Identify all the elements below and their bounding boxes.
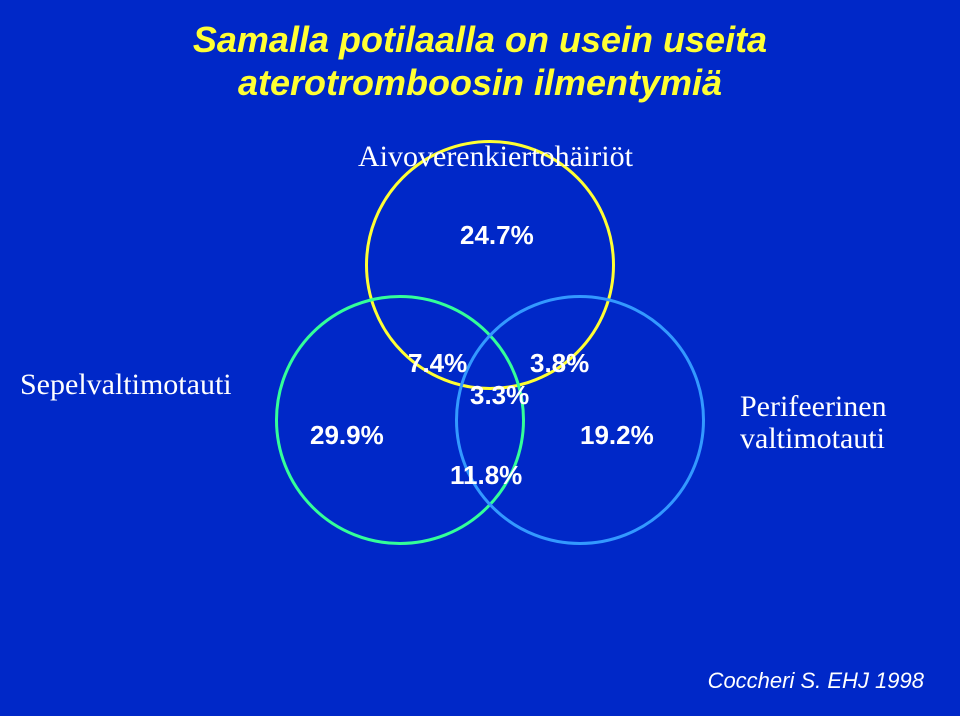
label-right-line1: Perifeerinen xyxy=(740,390,887,424)
pct-top-right: 3.8% xyxy=(530,348,589,379)
pct-center: 3.3% xyxy=(470,380,529,411)
title-line2: aterotromboosin ilmentymiä xyxy=(238,62,722,103)
label-left: Sepelvaltimotauti xyxy=(20,368,232,402)
pct-left-right: 11.8% xyxy=(450,460,522,491)
citation: Coccheri S. EHJ 1998 xyxy=(708,668,924,694)
label-top: Aivoverenkiertohäiriöt xyxy=(358,140,633,174)
pct-top-left: 7.4% xyxy=(408,348,467,379)
venn-diagram: Aivoverenkiertohäiriöt Sepelvaltimotauti… xyxy=(0,120,960,660)
label-right-line2: valtimotauti xyxy=(740,422,885,456)
pct-left-only: 29.9% xyxy=(310,420,384,451)
title-line1: Samalla potilaalla on usein useita xyxy=(193,19,767,60)
slide-title: Samalla potilaalla on usein useita atero… xyxy=(0,18,960,104)
pct-top-only: 24.7% xyxy=(460,220,534,251)
pct-right-only: 19.2% xyxy=(580,420,654,451)
